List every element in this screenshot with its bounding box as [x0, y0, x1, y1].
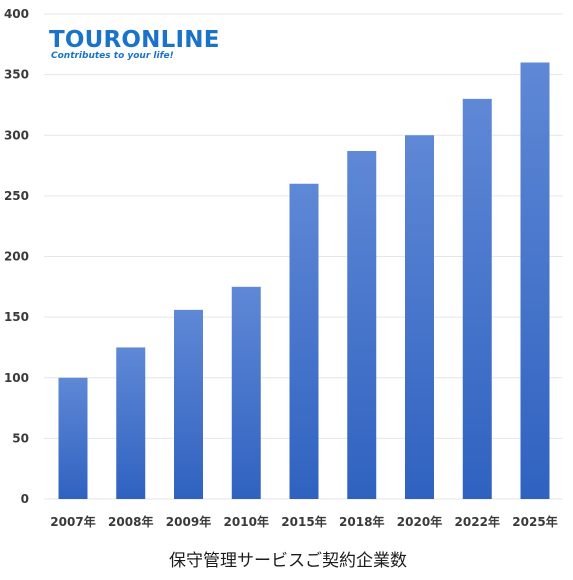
x-category-label: 2022年 [455, 514, 500, 529]
bar-2022年 [462, 98, 492, 499]
y-tick-label: 0 [21, 492, 29, 506]
x-category-label: 2018年 [339, 514, 384, 529]
y-axis-ticks: 0 50 100 150 200 250 300 350 400 [4, 7, 29, 506]
y-tick-label: 400 [4, 7, 29, 21]
bar-2018年 [347, 151, 377, 499]
y-tick-label: 250 [4, 189, 29, 203]
logo-tagline: Contributes to your life! [51, 51, 174, 61]
y-tick-label: 150 [4, 310, 29, 324]
x-category-label: 2008年 [108, 514, 153, 529]
x-category-label: 2020年 [397, 514, 442, 529]
chart-title: 保守管理サービスご契約企業数 [169, 551, 407, 571]
x-category-label: 2025年 [512, 514, 557, 529]
x-category-label: 2007年 [50, 514, 95, 529]
y-tick-label: 100 [4, 371, 29, 385]
y-tick-label: 300 [4, 128, 29, 142]
bar-2015年 [289, 183, 319, 499]
y-tick-label: 200 [4, 250, 29, 264]
logo: TOURONLINE Contributes to your life! [49, 27, 220, 61]
bar-2025年 [520, 62, 550, 499]
y-tick-label: 50 [12, 431, 29, 445]
bar-2010年 [231, 286, 261, 499]
bar-2009年 [174, 309, 203, 499]
bar-2020年 [405, 135, 434, 499]
x-category-label: 2010年 [224, 514, 269, 529]
logo-wordmark: TOURONLINE [49, 27, 220, 53]
y-tick-label: 350 [4, 68, 29, 82]
x-category-label: 2009年 [166, 514, 211, 529]
x-category-label: 2015年 [281, 514, 326, 529]
x-axis-categories: 2007年 2008年 2009年 2010年 2015年 2018年 2020年 2022年… [50, 514, 557, 529]
bars [58, 62, 550, 499]
bar-2008年 [116, 347, 146, 499]
bar-2007年 [58, 377, 88, 499]
